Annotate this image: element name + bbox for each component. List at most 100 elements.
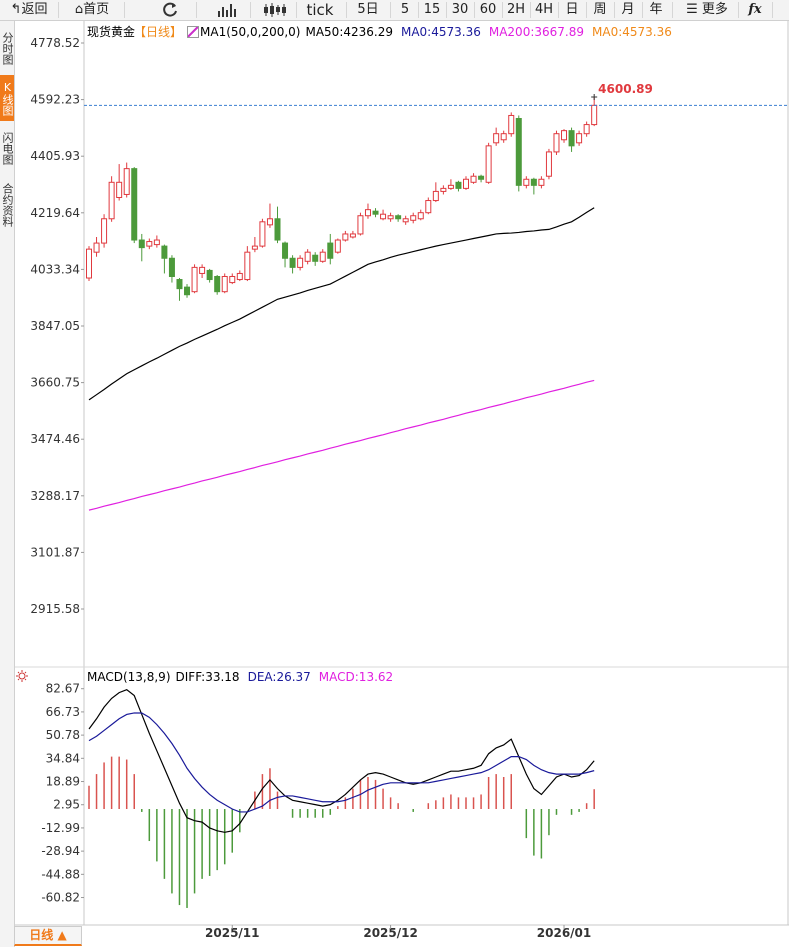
separator: [390, 2, 391, 18]
side-tab[interactable]: 合约资料: [1, 183, 14, 227]
candle-body: [221, 275, 228, 293]
candle-body: [493, 133, 500, 144]
candle-body: [168, 257, 175, 277]
candle-body: [214, 275, 221, 293]
separator: [558, 2, 559, 18]
y-tick-label: 4033.34: [30, 262, 80, 276]
period-30[interactable]: 30: [451, 2, 469, 17]
home-button[interactable]: ⌂首页: [74, 2, 110, 17]
candle-body: [93, 242, 100, 253]
macd-title: MACD(13,8,9): [87, 670, 171, 684]
legend-entry: MA0:4573.36: [592, 24, 672, 39]
settings-icon[interactable]: [16, 670, 28, 682]
back-button[interactable]: ↰返回: [10, 2, 48, 17]
legend-entry: MA200:3667.89: [488, 24, 584, 39]
separator: [502, 2, 503, 18]
legend-entry: MA50:4236.29: [305, 24, 393, 39]
indicator-line: [88, 689, 595, 833]
separator: [772, 2, 773, 18]
bottom-tab[interactable]: 日线 ▲: [14, 926, 82, 946]
separator: [586, 2, 587, 18]
separator: [196, 2, 197, 18]
y-tick-label: 3101.87: [30, 545, 80, 559]
candle-body: [259, 221, 266, 247]
refresh-button[interactable]: [160, 1, 180, 19]
period-60[interactable]: 60: [479, 2, 497, 17]
legend-entry: DIFF:33.18: [175, 670, 240, 684]
candle-body: [508, 114, 515, 135]
formula-button[interactable]: fx: [748, 2, 762, 17]
back-label: 返回: [21, 2, 48, 17]
side-tab-active[interactable]: K线图: [0, 75, 14, 121]
candle-body: [568, 130, 575, 147]
candle-body: [515, 118, 522, 186]
candle-body: [327, 242, 334, 259]
period-2h[interactable]: 2H: [506, 2, 526, 17]
y-tick-label: 3847.05: [30, 319, 80, 333]
candle-body: [561, 130, 568, 141]
candle-body: [387, 215, 394, 220]
toolbar: ↰返回 ⌂首页 tick 5日 5 15 30 60 2H 4H 日 周 月 年…: [0, 0, 789, 21]
candle-body: [380, 213, 387, 220]
separator: [250, 2, 251, 18]
candle-body: [440, 187, 447, 192]
y-tick-label: -28.94: [41, 844, 80, 858]
candle-body: [470, 175, 477, 183]
more-button[interactable]: ☰ 更多: [686, 2, 728, 17]
candle-body: [455, 181, 462, 189]
candle-body: [176, 279, 183, 290]
home-label: 首页: [83, 2, 110, 17]
separator: [58, 2, 59, 18]
separator: [474, 2, 475, 18]
y-tick-label: -60.82: [41, 891, 80, 905]
separator: [446, 2, 447, 18]
period-15[interactable]: 15: [423, 2, 441, 17]
candle-body: [583, 124, 590, 135]
period-label: 【日线】: [134, 25, 183, 39]
ma-legend: MA50:4236.29 MA0:4573.36 MA200:3667.89 MA0:…: [305, 25, 671, 39]
candle-body: [199, 266, 206, 274]
candle-body: [523, 178, 530, 186]
legend-entry: DEA:26.37: [247, 670, 311, 684]
candle-body: [319, 251, 326, 262]
candle-body: [417, 212, 424, 220]
macd-legend-items: DIFF:33.18 DEA:26.37 MACD:13.62: [176, 670, 394, 684]
period-month[interactable]: 月: [621, 2, 635, 17]
y-tick-label: 3288.17: [30, 489, 80, 503]
period-5[interactable]: 5: [400, 2, 410, 17]
y-tick-label: 18.89: [46, 775, 80, 789]
separator: [738, 2, 739, 18]
candle-body: [116, 181, 123, 198]
legend-entry: MA0:4573.36: [400, 24, 481, 39]
indicator-line: [88, 712, 595, 813]
period-tick[interactable]: tick: [306, 1, 334, 19]
chart-button[interactable]: [216, 1, 238, 19]
candle-body: [478, 175, 485, 180]
candle-body: [206, 269, 213, 281]
candle-body: [282, 242, 289, 259]
candle-body: [553, 133, 560, 153]
side-tab[interactable]: 闪电图: [1, 131, 14, 165]
period-4h[interactable]: 4H: [534, 2, 554, 17]
candle-body: [153, 239, 160, 246]
indicator-icon[interactable]: [187, 25, 200, 38]
period-day[interactable]: 日: [565, 2, 579, 17]
high-marker: [591, 93, 598, 100]
separator: [614, 2, 615, 18]
separator: [642, 2, 643, 18]
candle-body: [432, 190, 439, 202]
period-week[interactable]: 周: [593, 2, 607, 17]
candle-body: [244, 251, 251, 281]
candle-button[interactable]: [262, 1, 286, 19]
candle-body: [138, 239, 145, 249]
candle-body: [312, 254, 319, 262]
candle-body: [86, 248, 92, 279]
candle-body: [236, 272, 243, 281]
side-tab[interactable]: 分时图: [1, 31, 14, 65]
candle-body: [530, 178, 537, 186]
candle-body: [123, 168, 130, 195]
candle-body: [425, 200, 432, 214]
period-year[interactable]: 年: [649, 2, 663, 17]
period-5d[interactable]: 5日: [357, 2, 379, 17]
candle-body: [500, 133, 507, 141]
